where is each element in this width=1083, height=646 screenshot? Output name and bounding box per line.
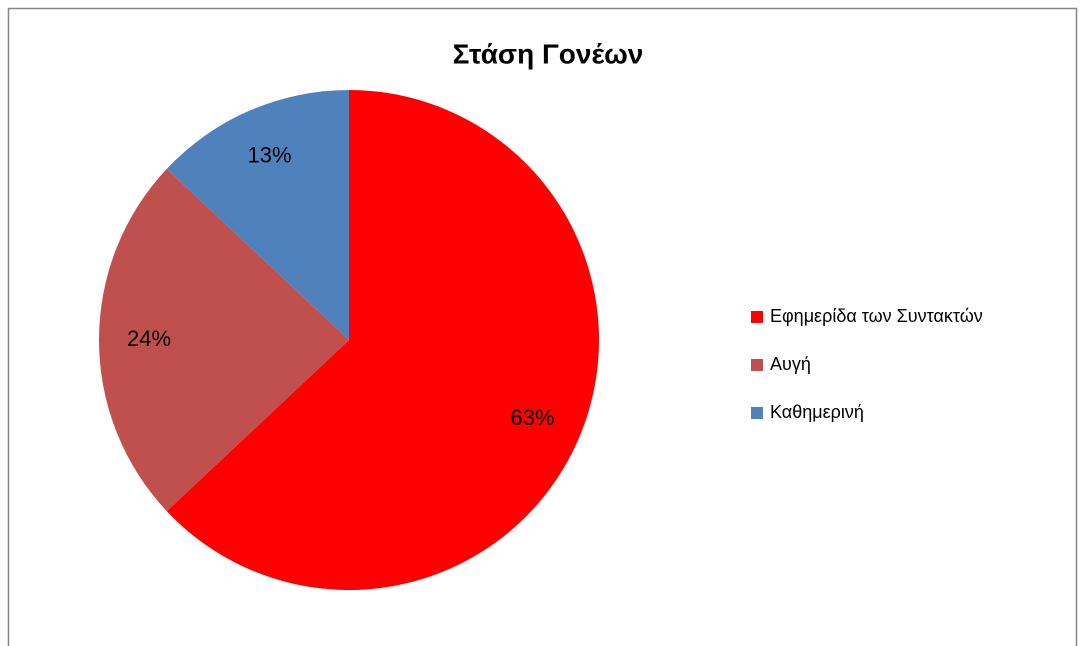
legend-swatch (751, 359, 763, 371)
chart-title: Στάση Γονέων (453, 38, 644, 69)
data-label: 63% (511, 405, 555, 430)
data-label: 13% (248, 142, 292, 167)
pie-slice (166, 90, 599, 590)
legend-swatch (751, 311, 763, 323)
legend-label: Αυγή (770, 354, 811, 374)
pie-slice (98, 168, 349, 512)
data-label: 24% (127, 326, 171, 351)
legend-label: Καθημερινή (770, 402, 864, 422)
chart-frame (7, 7, 1078, 646)
pie-slice (166, 90, 349, 340)
legend-swatch (751, 407, 763, 419)
legend-label: Εφημερίδα των Συντακτών (770, 306, 983, 326)
